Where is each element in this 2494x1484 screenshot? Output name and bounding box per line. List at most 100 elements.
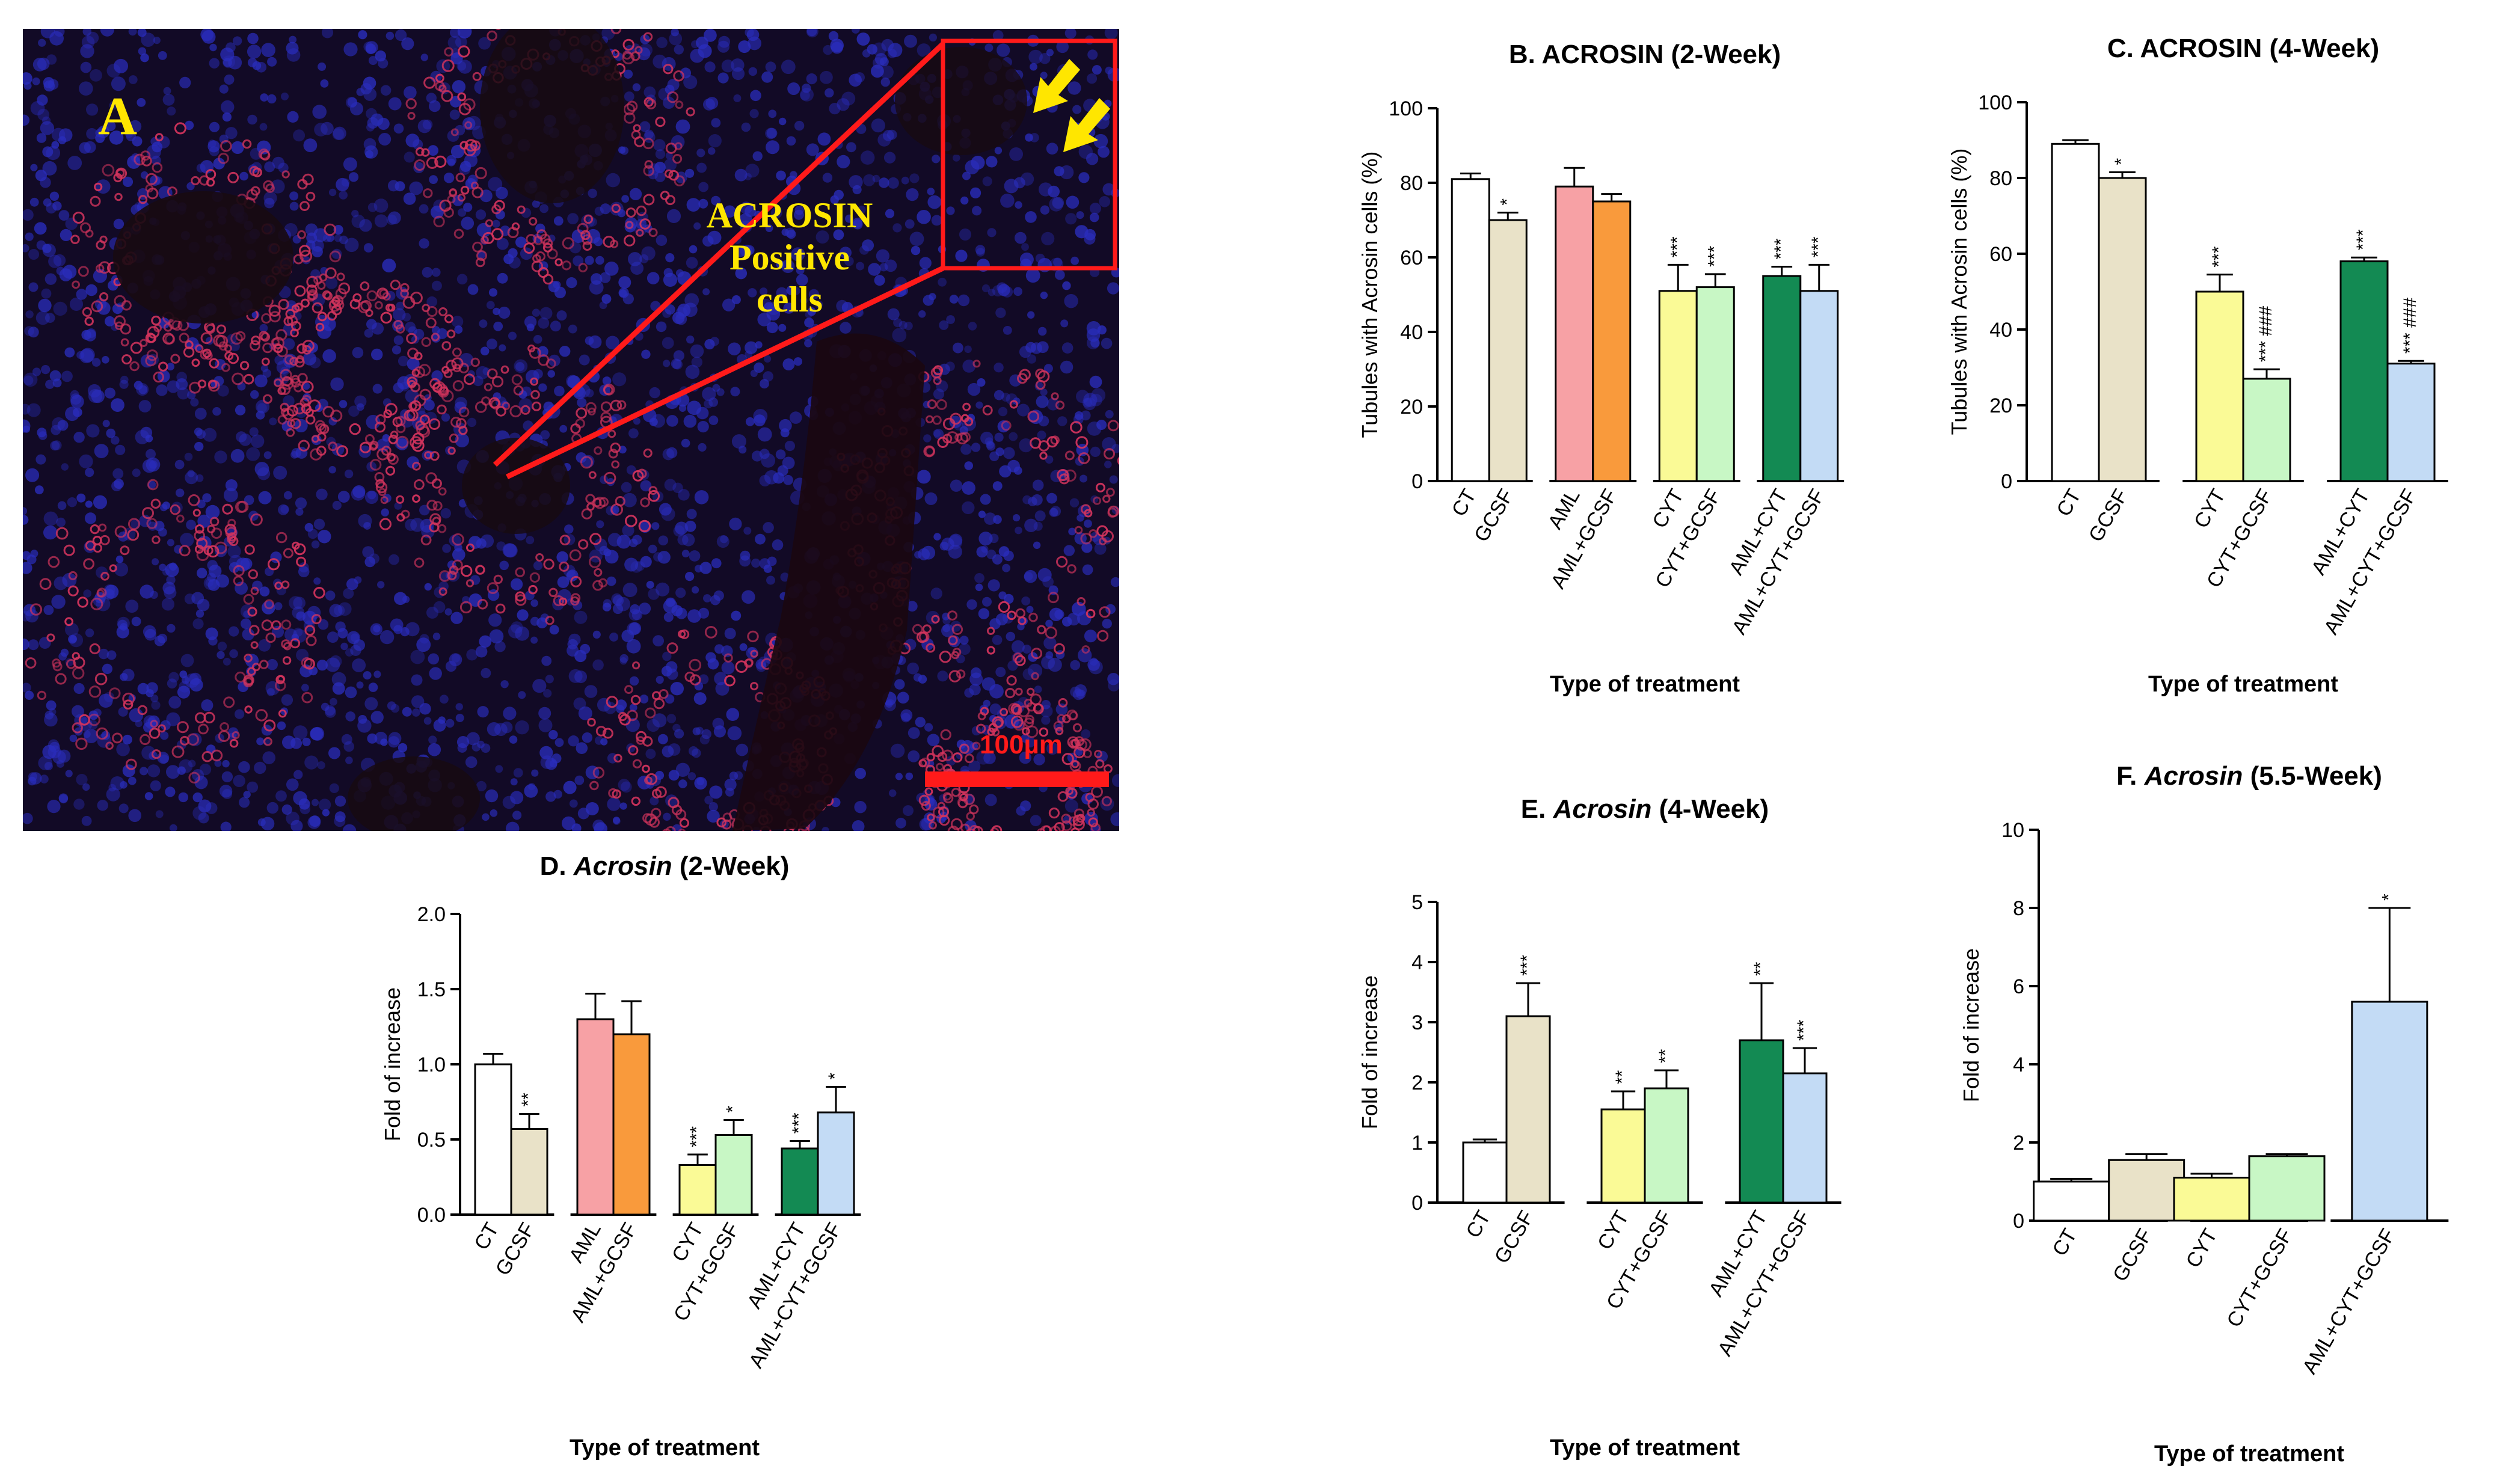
significance-label: *** ###	[2400, 298, 2420, 354]
bar	[714, 1134, 753, 1216]
significance-label: *	[2112, 158, 2131, 165]
chart-panel-f: F. Acrosin (5.5-Week) 0 2 4 6 8 10 Fold of incr…	[1959, 761, 2449, 1467]
significance-label: **	[518, 1093, 538, 1107]
x-tick-label: AML+CYT+GCSF	[2298, 1225, 2400, 1378]
bar	[2173, 1177, 2250, 1222]
chart-title: C. ACROSIN (4-Week)	[2107, 34, 2379, 63]
bar	[1451, 178, 1490, 482]
scale-bar	[925, 771, 1109, 787]
y-tick-label: 4	[2013, 1053, 2024, 1076]
bar	[1644, 1087, 1689, 1204]
x-tick-label: CYT+GCSF	[2222, 1225, 2297, 1331]
x-tick-label: CYT	[1593, 1207, 1633, 1254]
bar	[1658, 290, 1698, 482]
y-tick-label: 20	[1400, 396, 1423, 419]
bar	[2108, 1159, 2185, 1222]
bar	[1592, 200, 1632, 482]
chart-panel-e: E. Acrosin (4-Week) 0 1 2 3 4 5 Fold of increas…	[1357, 794, 1841, 1461]
significance-label: *	[723, 1106, 743, 1113]
x-axis-label: Type of treatment	[2148, 672, 2338, 697]
y-tick-label: 80	[1989, 167, 2012, 190]
x-tick-label: CYT	[2182, 1225, 2222, 1272]
y-axis-label: Fold of increase	[1357, 975, 1382, 1129]
x-tick-label: CT	[2048, 1225, 2082, 1260]
tubule-lumen	[733, 333, 925, 831]
significance-label: ***	[789, 1112, 809, 1133]
significance-label: **	[1656, 1049, 1675, 1063]
bar	[1488, 219, 1528, 482]
y-tick-label: 3	[1411, 1011, 1423, 1034]
y-tick-label: 4	[1411, 951, 1423, 974]
significance-label: ***	[1794, 1020, 1814, 1041]
bar	[1462, 1141, 1508, 1204]
highlight-line	[506, 265, 944, 480]
y-tick-label: 60	[1989, 243, 2012, 266]
significance-label: *	[825, 1073, 845, 1080]
micrograph-image: A ACROSIN Positive cells 100µm	[23, 29, 1119, 831]
y-tick-label: 0	[1411, 1192, 1423, 1215]
bar	[1739, 1039, 1784, 1204]
y-tick-label: 6	[2013, 975, 2024, 998]
chart-title: D. Acrosin (2-Week)	[540, 851, 790, 881]
y-tick-label: 0	[1411, 470, 1423, 493]
y-tick-label: 40	[1400, 321, 1423, 344]
significance-label: *** ###	[2256, 305, 2276, 362]
y-tick-label: 0	[2013, 1210, 2024, 1233]
significance-label: *	[1497, 198, 1517, 206]
bar	[612, 1033, 651, 1216]
annotation-line: ACROSIN	[707, 195, 873, 235]
bar	[2386, 363, 2436, 482]
y-tick-label: 8	[2013, 897, 2024, 920]
x-axis-label: Type of treatment	[2154, 1441, 2344, 1467]
x-tick-label: CT	[470, 1219, 503, 1254]
bar	[678, 1164, 717, 1216]
bar	[576, 1018, 615, 1216]
chart-title: F. Acrosin (5.5-Week)	[2116, 761, 2382, 791]
x-tick-label: CT	[1461, 1207, 1495, 1242]
bar	[474, 1063, 512, 1216]
tubule-lumen	[113, 191, 293, 323]
y-tick-label: 80	[1400, 172, 1423, 195]
bar	[1505, 1015, 1551, 1204]
bar	[1695, 286, 1735, 482]
chart-title: B. ACROSIN (2-Week)	[1509, 40, 1781, 69]
y-tick-label: 60	[1400, 247, 1423, 269]
bar	[2195, 290, 2244, 482]
y-tick-label: 0.5	[417, 1129, 446, 1151]
arrow-icon	[1033, 59, 1080, 113]
bar	[1782, 1072, 1828, 1204]
bar	[2242, 378, 2291, 482]
y-tick-label: 100	[1389, 97, 1423, 120]
x-tick-label: CYT	[2190, 485, 2230, 532]
significance-label: *	[2379, 894, 2398, 901]
bar	[2098, 177, 2147, 482]
x-tick-label: CT	[2052, 485, 2086, 520]
y-tick-label: 2.0	[417, 903, 446, 926]
bar	[1555, 185, 1594, 482]
chart-panel-b: B. ACROSIN (2-Week) 0 20 40 60 80 100 Tubules w…	[1357, 40, 1844, 697]
x-tick-label: GCSF	[1470, 485, 1518, 546]
x-tick-label: GCSF	[1490, 1207, 1538, 1268]
y-axis-label: Tubules with Acrosin cells (%)	[1947, 149, 1971, 435]
y-tick-label: 5	[1411, 891, 1423, 914]
y-axis-label: Tubules with Acrosin cells (%)	[1357, 152, 1382, 438]
y-tick-label: 10	[2001, 819, 2024, 842]
scale-bar-label: 100µm	[980, 730, 1063, 759]
chart-panel-d: D. Acrosin (2-Week) 0.0 0.5 1.0 1.5 2.0 Fold o…	[380, 851, 861, 1461]
arrow-icon	[1063, 98, 1110, 152]
x-tick-label: GCSF	[2084, 485, 2133, 546]
micrograph-panel-a: A ACROSIN Positive cells 100µm	[23, 29, 1119, 831]
bar	[2351, 1001, 2428, 1222]
highlight-line	[493, 41, 945, 467]
significance-label: ***	[2353, 229, 2373, 250]
y-tick-label: 40	[1989, 319, 2012, 342]
bar	[1762, 275, 1802, 482]
x-axis-label: Type of treatment	[1550, 672, 1740, 697]
bar	[2248, 1155, 2326, 1222]
tubule-lumen	[895, 47, 1027, 155]
significance-label: ***	[1771, 238, 1791, 259]
y-tick-label: 0.0	[417, 1204, 446, 1227]
bar	[1799, 290, 1839, 482]
significance-label: ***	[1667, 236, 1687, 257]
y-tick-label: 1.5	[417, 978, 446, 1001]
